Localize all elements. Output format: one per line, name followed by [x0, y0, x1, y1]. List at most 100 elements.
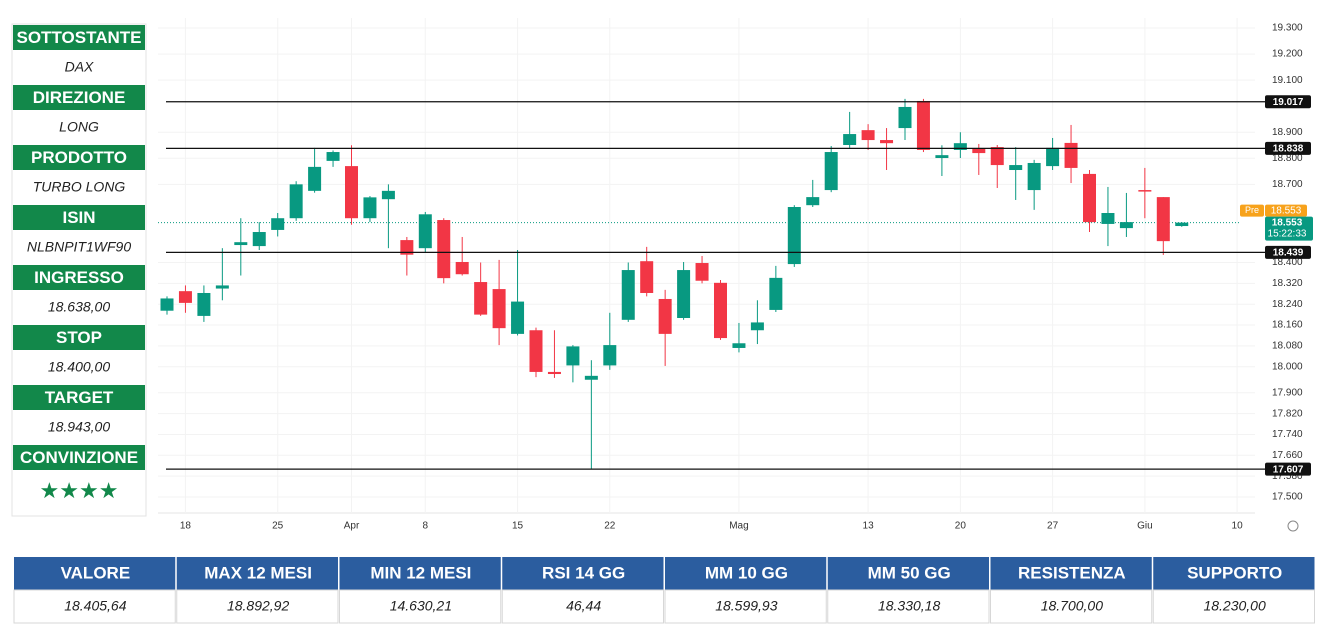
level-label: 17.607 [1273, 464, 1304, 475]
candle-body [271, 218, 285, 230]
table-value: 14.630,21 [390, 598, 452, 614]
premarket-label: Pre [1245, 205, 1259, 215]
panel-header [13, 205, 145, 230]
table-value: 18.892,92 [227, 598, 289, 614]
panel-value: NLBNPIT1WF90 [27, 239, 131, 255]
panel-label: INGRESSO [34, 268, 124, 287]
candle-body [621, 270, 635, 320]
y-tick-label: 18.400 [1272, 257, 1303, 268]
y-tick-label: 18.700 [1272, 179, 1303, 190]
table-value: 18.330,18 [878, 598, 940, 614]
panel-label: SOTTOSTANTE [17, 28, 142, 47]
y-tick-label: 18.160 [1272, 320, 1303, 331]
level-label: 19.017 [1273, 97, 1304, 108]
table-header: RSI 14 GG [542, 563, 625, 582]
table-cell [339, 589, 502, 624]
panel-header [13, 265, 145, 290]
candle-body [289, 184, 303, 219]
premarket-value: 18.553 [1271, 205, 1302, 216]
candle-body [990, 147, 1004, 166]
level-label: 18.838 [1273, 144, 1304, 155]
y-tick-label: 18.080 [1272, 341, 1303, 352]
y-tick-label: 18.900 [1272, 127, 1303, 138]
candle-body [455, 261, 469, 275]
level-box [1265, 245, 1311, 259]
panel-value: 18.638,00 [48, 299, 110, 315]
table-header: MAX 12 MESI [204, 563, 312, 582]
settings-icon[interactable] [1287, 520, 1299, 532]
candle-body [935, 155, 949, 159]
candle-body [160, 298, 174, 311]
candle-body [584, 375, 598, 380]
candle-body [880, 140, 894, 144]
table-header: MIN 12 MESI [370, 563, 471, 582]
y-tick-label: 17.740 [1272, 429, 1303, 440]
candle-body [1046, 147, 1060, 167]
table-value: 18.405,64 [64, 598, 126, 614]
candle-body [603, 345, 617, 366]
y-tick-label: 17.580 [1272, 471, 1303, 482]
candle-body [547, 371, 561, 375]
candle-body [843, 134, 857, 145]
candle-body [178, 291, 192, 303]
table-cell [990, 589, 1153, 624]
panel-value: TURBO LONG [33, 179, 126, 195]
table-header: MM 50 GG [868, 563, 951, 582]
candle-body [1064, 142, 1078, 168]
table-value: 18.599,93 [715, 598, 777, 614]
table-value: 18.230,00 [1203, 598, 1265, 614]
premarket-tag [1240, 204, 1264, 217]
panel-value: DAX [65, 59, 94, 75]
candle-body [234, 242, 248, 246]
table-header-cell [990, 557, 1152, 590]
panel-header [13, 25, 145, 50]
candle-body [363, 197, 377, 219]
table-value: 18.700,00 [1041, 598, 1103, 614]
panel-header [13, 385, 145, 410]
x-tick-label: 20 [955, 521, 967, 532]
candle-body [566, 346, 580, 366]
x-tick-label: 25 [272, 521, 284, 532]
candle-body [806, 197, 820, 206]
table-cell [1152, 589, 1315, 624]
panel-value: 18.943,00 [48, 419, 110, 435]
candle-body [511, 301, 525, 334]
x-tick-label: 18 [180, 521, 192, 532]
candle-body [898, 106, 912, 129]
candle-body [824, 152, 838, 191]
candle-body [1175, 222, 1189, 227]
panel-label: TARGET [45, 388, 114, 407]
premarket-box [1265, 204, 1307, 217]
table-header: MM 10 GG [705, 563, 788, 582]
candle-body [750, 322, 764, 331]
x-tick-label: 27 [1047, 521, 1059, 532]
table-header-cell [827, 557, 989, 590]
table-header-cell [176, 557, 338, 590]
panel-value: 18.400,00 [48, 359, 110, 375]
level-label: 18.439 [1273, 247, 1304, 258]
candle-body [400, 240, 414, 255]
candle-body [787, 207, 801, 265]
candle-body [861, 130, 875, 141]
table-header-cell [502, 557, 664, 590]
candle-body [972, 148, 986, 154]
panel-label: ISIN [62, 208, 95, 227]
table-value: 46,44 [566, 598, 601, 614]
candle-body [732, 343, 746, 348]
table-header-cell [14, 557, 176, 590]
y-tick-label: 19.300 [1272, 23, 1303, 34]
table-cell [664, 589, 827, 624]
x-tick-label: 15 [512, 521, 524, 532]
candle-body [677, 270, 691, 318]
table-cell [501, 589, 664, 624]
candle-body [345, 166, 358, 219]
last-price-time: 15:22:33 [1268, 228, 1307, 239]
x-tick-label: 10 [1232, 521, 1244, 532]
table-header-cell [339, 557, 501, 590]
x-tick-label: 22 [604, 521, 616, 532]
candle-body [197, 292, 211, 316]
level-box [1265, 141, 1311, 155]
candle-body [1156, 197, 1170, 242]
candle-body [953, 143, 967, 150]
candle-body [1101, 213, 1115, 224]
